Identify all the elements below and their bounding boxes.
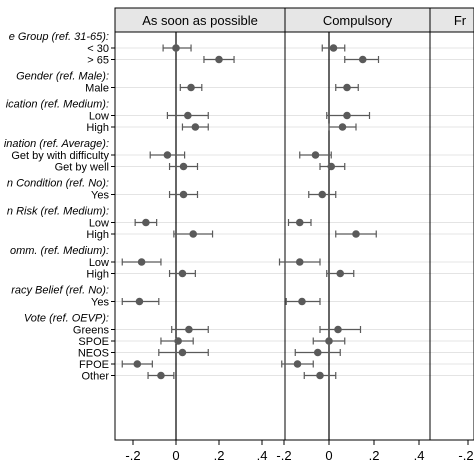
row-label: Low [89,111,109,123]
panel-frame [429,31,474,441]
row-label: < 30 [87,43,109,55]
point-estimate [318,190,327,199]
point-estimate [215,55,223,64]
group-label: n Condition (ref. No): [7,178,109,190]
point-estimate [313,348,322,357]
point-estimate [295,258,304,266]
point-estimate [325,337,333,345]
panel-header-box [284,7,431,33]
row-label: Low [89,257,109,269]
point-estimate [191,123,200,131]
x-tick-label: .4 [257,448,268,463]
point-estimate [338,123,347,131]
group-label: omm. (ref. Medium): [10,245,109,257]
panel-frames [114,31,474,441]
row-label: Male [85,83,109,95]
point-estimate [178,269,187,278]
point-estimate [172,44,180,52]
group-label: ination (ref. Average): [4,138,109,150]
reference-lines [175,32,330,440]
point-estimate [133,360,142,368]
point-estimate [358,55,367,64]
point-estimate [295,218,304,227]
point-estimate [336,269,345,278]
x-tick-label: 0 [325,448,332,463]
panel-title: Compulsory [323,13,393,28]
group-label: n Risk (ref. Medium): [7,206,109,218]
point-estimate [187,83,195,92]
panel-title: As soon as possible [142,13,258,28]
point-estimate [343,111,351,120]
x-tick-label: .2 [369,448,380,463]
point-estimate [352,230,360,238]
point-estimate [329,44,338,52]
group-label: Vote (ref. OEVP): [24,313,109,325]
group-label: e Group (ref. 31-65): [9,31,109,43]
point-estimate [343,83,351,92]
row-label: Yes [91,297,109,309]
point-estimate [316,371,324,380]
panel-header-box [429,7,474,33]
point-estimate [334,325,342,334]
row-label: High [86,269,109,281]
row-label: SPOE [78,336,109,348]
x-tick-label: .2 [214,448,225,463]
row-label: Yes [91,190,109,202]
point-estimate [293,360,302,368]
row-label: Greens [73,325,110,337]
point-estimate [189,230,197,238]
point-estimate [311,151,320,159]
group-label: ication (ref. Medium): [6,99,109,111]
point-estimate [135,297,144,306]
x-tick-label: -.2 [458,448,473,463]
row-labels: e Group (ref. 31-65): Gender (ref. Male):… [4,31,115,383]
point-estimate [298,297,306,306]
point-estimate [174,337,182,345]
point-estimate [142,218,150,227]
x-tick-label: -.2 [125,448,140,463]
point-estimate [179,190,188,199]
row-label: Low [89,218,109,230]
x-tick-label: 0 [172,448,179,463]
row-label: High [86,229,109,241]
point-estimate [163,151,172,159]
x-axis-ticks: -.2 0 .2 .4 -.2 0 .2 .4 -.2 [125,440,474,463]
point-estimate [185,325,193,334]
point-estimate [179,162,188,171]
row-label: Other [81,371,109,383]
panel-header-box [114,7,286,33]
point-estimate [157,371,165,380]
grid-lines [115,47,474,376]
point-estimate [178,348,187,357]
x-tick-label: -.2 [276,448,291,463]
group-label: racy Belief (ref. No): [11,285,109,297]
row-label: > 65 [87,55,109,67]
row-label: Get by well [55,162,109,174]
panel-title: Fr [454,13,467,28]
point-estimate [327,162,336,171]
estimate-marks [121,44,380,380]
group-label: Gender (ref. Male): [16,71,109,83]
point-estimate [184,111,192,120]
row-label: Get by with difficulty [11,150,109,162]
point-estimate [137,258,146,266]
panel-frame [114,31,286,441]
row-label: NEOS [78,348,109,360]
panel-headers: As soon as possible Compulsory Fr [114,7,474,33]
row-label: FPOE [79,359,109,371]
row-label: High [86,122,109,134]
x-tick-label: .4 [414,448,425,463]
